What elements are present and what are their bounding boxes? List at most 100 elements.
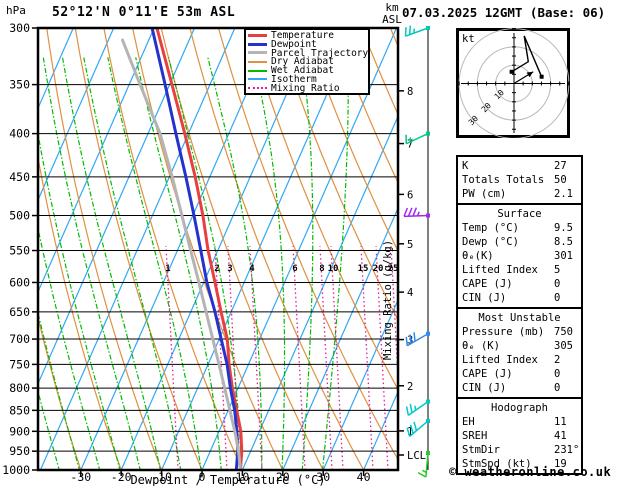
pressure-tick-label: 800 (9, 381, 30, 395)
wind-barb-tail (407, 400, 429, 416)
isotherm-line (38, 28, 115, 202)
wet-adiabat-line (207, 57, 263, 470)
x-tick-label: 20 (276, 470, 290, 484)
wet-adiabat-line (61, 57, 162, 470)
mixing-ratio-line (165, 245, 179, 470)
legend-item: Wet Adiabat (248, 66, 366, 75)
pressure-tick-label: 500 (9, 209, 30, 223)
pressure-tick-label: 700 (9, 332, 30, 346)
wind-barb (404, 25, 430, 37)
stats-tables: K 27 Totals Totals 50 PW (cm) 2.1 Surface Temp … (456, 155, 583, 475)
table-row: StmSpd (kt) 19 (462, 457, 581, 471)
wind-barb-feather (407, 207, 413, 217)
dry-adiabat-line (332, 28, 398, 184)
table-row: SREH 41 (462, 429, 581, 443)
isotherm-line (241, 114, 398, 470)
table-row-value: 0 (554, 382, 561, 394)
mixing-ratio-line (249, 245, 263, 470)
km-tick-label: 4 (407, 287, 413, 299)
table-row-label: StmSpd (kt) (462, 458, 532, 470)
table-row-value: 0 (554, 368, 561, 380)
wind-barb-feather (417, 471, 427, 478)
wind-barb-column (403, 25, 430, 478)
mixing-ratio-line (375, 245, 389, 470)
table-row: CAPE (J) 0 (462, 277, 581, 291)
pressure-tick-label: 450 (9, 170, 30, 184)
mixing-ratio-value: 6 (292, 264, 297, 274)
table-row-label: Pressure (mb) (462, 326, 545, 338)
wind-barb-feather (409, 334, 412, 344)
table-row: K 27 (462, 159, 581, 173)
km-tick-label: 8 (407, 86, 413, 98)
wind-barb-tail (425, 453, 429, 478)
table-row-value: 5 (554, 264, 561, 276)
table-row-label: EH (462, 416, 475, 428)
table-row-label: SREH (462, 430, 488, 442)
dry-adiabat-line (74, 28, 203, 470)
wet-adiabat-line (42, 57, 142, 470)
wind-barb-feather (403, 207, 409, 217)
table-row: Pressure (mb) 750 (462, 325, 581, 339)
table-row: Dewp (°C) 8.5 (462, 235, 581, 249)
wind-barb-feather (406, 427, 411, 437)
isotherm-line (80, 28, 276, 470)
wind-barb-feather (409, 403, 413, 413)
wind-barb-feather (405, 336, 408, 346)
datetime-title: 07.03.2025 12GMT (Base: 06) (402, 5, 606, 20)
wind-barb-feather (409, 424, 414, 434)
table-row-label: Totals Totals (462, 174, 545, 186)
legend-swatch-temperature (248, 33, 267, 37)
wind-barb-half-feather (416, 211, 420, 217)
wind-barb-feather (412, 207, 418, 217)
wind-barb (405, 131, 430, 145)
table-row-value: 231° (554, 444, 580, 456)
wind-barb (405, 399, 430, 416)
pressure-tick-label: 850 (9, 403, 30, 417)
wet-adiabat-line (38, 130, 122, 470)
table-row: StmDir 231° (462, 443, 581, 457)
wind-barb (406, 418, 430, 437)
table-row-value: 50 (554, 174, 567, 186)
wind-barb-feather (405, 406, 410, 416)
mixing-ratio-line (292, 245, 306, 470)
temperature-curve (155, 28, 244, 470)
x-tick-label: 10 (235, 470, 249, 484)
table-row-value: 11 (554, 416, 567, 428)
legend-swatch-isotherm (248, 78, 267, 81)
table-row-value: 305 (554, 340, 573, 352)
mixing-ratio-line (319, 245, 333, 470)
wind-barb-tail (403, 214, 429, 218)
table-row: CIN (J) 0 (462, 381, 581, 395)
table-row: CAPE (J) 0 (462, 367, 581, 381)
mixing-ratio-value: 10 (328, 264, 339, 274)
table-row: θₑ(K) 301 (462, 249, 581, 263)
table-row: Lifted Index 5 (462, 263, 581, 277)
plot-border (36, 26, 400, 472)
wet-adiabat-line (135, 57, 223, 470)
hodograph-trace-marker (509, 69, 514, 74)
table-row: EH 11 (462, 415, 581, 429)
table-row-label: θₑ (K) (462, 340, 500, 352)
pressure-tick-label: 350 (9, 78, 30, 92)
x-tick-label: 40 (357, 470, 371, 484)
table-row: θₑ (K) 305 (462, 339, 581, 353)
table-row-value: 19 (554, 458, 567, 470)
parcel-trajectory-curve (121, 38, 242, 470)
stats-table: Hodograph EH 11 SREH 41 StmDir 231° StmSpd (kt)… (456, 397, 583, 475)
wet-adiabat-line (38, 310, 81, 470)
stats-table: Most Unstable Pressure (mb) 750 θₑ (K) 305 Li… (456, 307, 583, 399)
legend-label: Mixing Ratio (271, 82, 340, 94)
mixing-ratio-labels: 1 2 3 4 6 8 10 15 20 25 (165, 264, 398, 274)
hodograph-unit-label: kt (462, 33, 475, 45)
hodograph-trace (511, 35, 543, 77)
wind-barb (403, 207, 430, 218)
table-row: CIN (J) 0 (462, 291, 581, 305)
wet-adiabat-line (83, 57, 182, 470)
mixing-ratio-line (214, 245, 228, 470)
table-row-value: 301 (554, 250, 573, 262)
pressure-tick-label: 400 (9, 127, 30, 141)
mixing-ratio-line (330, 245, 344, 470)
x-tick-label: -10 (151, 470, 172, 484)
pressure-tick-label: 600 (9, 275, 30, 289)
